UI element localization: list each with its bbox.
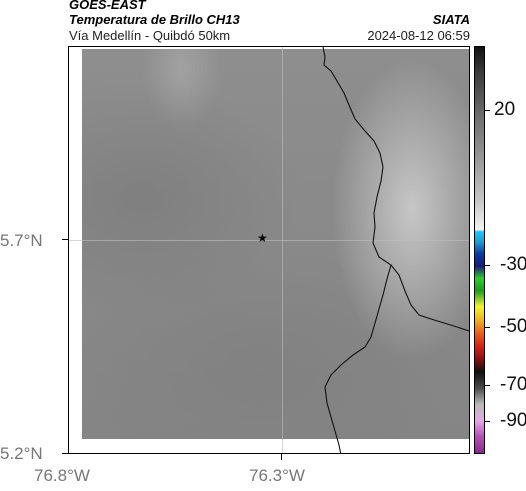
- coastline-borders: [322, 47, 469, 453]
- location-marker-icon: ★: [257, 231, 268, 245]
- satellite-imagery: [82, 49, 469, 439]
- lon-label-76.8: 76.8°W: [34, 466, 90, 485]
- lat-label-5.7: 5.7°N: [0, 231, 43, 250]
- colorbar-tick: [485, 110, 490, 111]
- colorbar-label: -50: [500, 316, 526, 337]
- map-area[interactable]: ★: [68, 46, 470, 454]
- colorbar-tick: [485, 385, 490, 386]
- colorbar-label: -90: [500, 410, 526, 431]
- gridline-lon: [282, 47, 283, 453]
- lat-tick: [62, 453, 68, 454]
- lat-tick: [62, 239, 68, 240]
- colorbar-label: -70: [500, 374, 526, 395]
- map-subtitle: Vía Medellín - Quibdó 50km: [69, 28, 231, 43]
- colorbar: [474, 46, 485, 454]
- map-datetime: 2024-08-12 06:59: [367, 28, 470, 43]
- river-line: [324, 264, 392, 453]
- map-title: Temperatura de Brillo CH13: [69, 12, 240, 27]
- satellite-name: GOES-EAST: [69, 0, 146, 12]
- colorbar-tick: [485, 327, 490, 328]
- border-line: [322, 47, 469, 332]
- colorbar-label: -30: [500, 254, 526, 275]
- lon-tick: [281, 454, 282, 460]
- organization-label: SIATA: [432, 12, 470, 27]
- colorbar-tick: [485, 265, 490, 266]
- lon-label-76.3: 76.3°W: [249, 466, 305, 485]
- gridline-lat: [69, 240, 469, 241]
- colorbar-tick: [485, 421, 490, 422]
- colorbar-label: 20: [494, 99, 516, 120]
- lat-label-5.2: 5.2°N: [0, 444, 43, 463]
